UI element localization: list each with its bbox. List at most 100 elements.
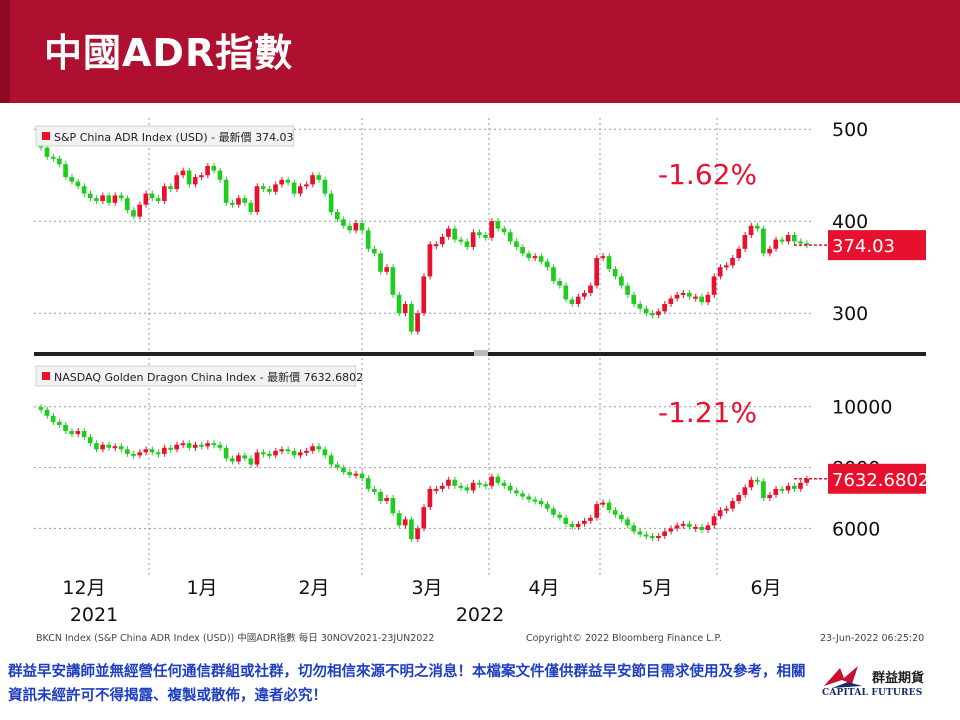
candle-body [656, 311, 661, 316]
candle-body [439, 485, 445, 489]
candle-body [186, 170, 192, 185]
candle-body [87, 437, 93, 444]
candle-body [50, 415, 56, 422]
candle-body [310, 446, 315, 451]
candle-body [501, 228, 507, 233]
candle-body [106, 195, 112, 203]
candle-body [514, 241, 519, 247]
y-tick-label: 500 [832, 119, 868, 141]
candle-body [798, 241, 803, 244]
legend-label: NASDAQ Golden Dragon China Index - 最新價 7… [54, 370, 363, 384]
candle-body [390, 267, 396, 295]
candle-body [322, 179, 328, 194]
candle-body [242, 198, 247, 203]
candle-body [791, 235, 797, 242]
candle-body [384, 498, 390, 502]
candle-body [267, 189, 272, 192]
candle-body [291, 450, 297, 456]
candle-body [310, 175, 315, 185]
candle-body [470, 482, 476, 491]
candle-body [421, 507, 427, 529]
candle-body [600, 502, 606, 505]
x-month-label: 12月 [62, 577, 105, 599]
candle-body [631, 525, 637, 532]
legend-box [35, 365, 357, 387]
candle-body [483, 484, 488, 487]
candle-body [452, 479, 457, 486]
candle-body [192, 444, 198, 448]
candle-body [279, 179, 285, 185]
candle-body [433, 488, 439, 491]
x-year-label: 2021 [70, 604, 118, 626]
panel-divider-handle [474, 350, 488, 356]
candle-body [773, 239, 779, 249]
legend-label: S&P China ADR Index (USD) - 最新價 374.03 [54, 130, 294, 144]
candle-body [254, 186, 260, 212]
candle-body [724, 508, 729, 511]
candle-body [341, 219, 346, 226]
candle-body [205, 443, 210, 447]
candle-body [162, 186, 167, 201]
candle-body [619, 514, 624, 520]
candle-body [464, 487, 470, 491]
candle-body [124, 198, 130, 211]
chart-panel: 300 400 500 374.03 S&P China ADR Index (USD)… [34, 118, 930, 648]
candle-body [81, 186, 87, 194]
candle-body [396, 294, 402, 314]
candle-body [57, 421, 62, 425]
candle-body [680, 523, 686, 526]
x-month-label: 5月 [641, 577, 672, 599]
candle-body [575, 296, 581, 304]
candle-body [328, 193, 334, 212]
candle-body [711, 276, 717, 295]
candle-body [304, 184, 309, 187]
candle-body [779, 239, 785, 242]
logo-text-english: CAPITAL FUTURES [822, 688, 923, 698]
header-accent-bar [0, 0, 10, 103]
candle-body [532, 499, 538, 502]
candle-body [174, 175, 180, 189]
candle-body [347, 472, 352, 476]
candle-body [439, 236, 445, 245]
candle-body [693, 526, 698, 529]
candle-body [730, 258, 735, 266]
candle-body [619, 276, 624, 286]
candle-body [748, 225, 754, 235]
candle-body [532, 256, 538, 259]
candle-body [199, 444, 204, 447]
candle-body [409, 519, 414, 540]
candle-body [254, 452, 260, 465]
x-year-label: 2022 [456, 604, 504, 626]
candle-body [149, 193, 155, 199]
candle-body [507, 232, 513, 242]
candle-body [724, 265, 729, 268]
candle-body [50, 156, 56, 159]
candle-body [316, 446, 322, 450]
legend-swatch [42, 132, 50, 140]
candle-body [476, 482, 482, 485]
candle-body [229, 458, 235, 462]
candle-body [347, 225, 352, 231]
candle-body [717, 510, 723, 517]
candle-body [717, 267, 723, 277]
candle-body [131, 210, 136, 217]
candle-body [174, 444, 180, 450]
candle-body [87, 193, 93, 199]
candle-body [131, 453, 136, 456]
candle-body [94, 198, 99, 201]
candle-body [279, 449, 285, 452]
candle-body [372, 248, 377, 254]
candle-body [168, 447, 173, 450]
candle-body [594, 504, 600, 518]
candle-body [446, 479, 451, 486]
candle-body [761, 228, 766, 254]
candle-body [248, 202, 254, 212]
candle-body [143, 449, 149, 453]
source-note-right: 23-Jun-2022 06:25:20 [820, 633, 924, 644]
candle-body [693, 296, 698, 299]
candle-body [483, 235, 488, 238]
candle-body [699, 296, 705, 303]
candle-body [69, 431, 75, 435]
candle-body [223, 179, 229, 203]
candle-body [680, 292, 686, 295]
